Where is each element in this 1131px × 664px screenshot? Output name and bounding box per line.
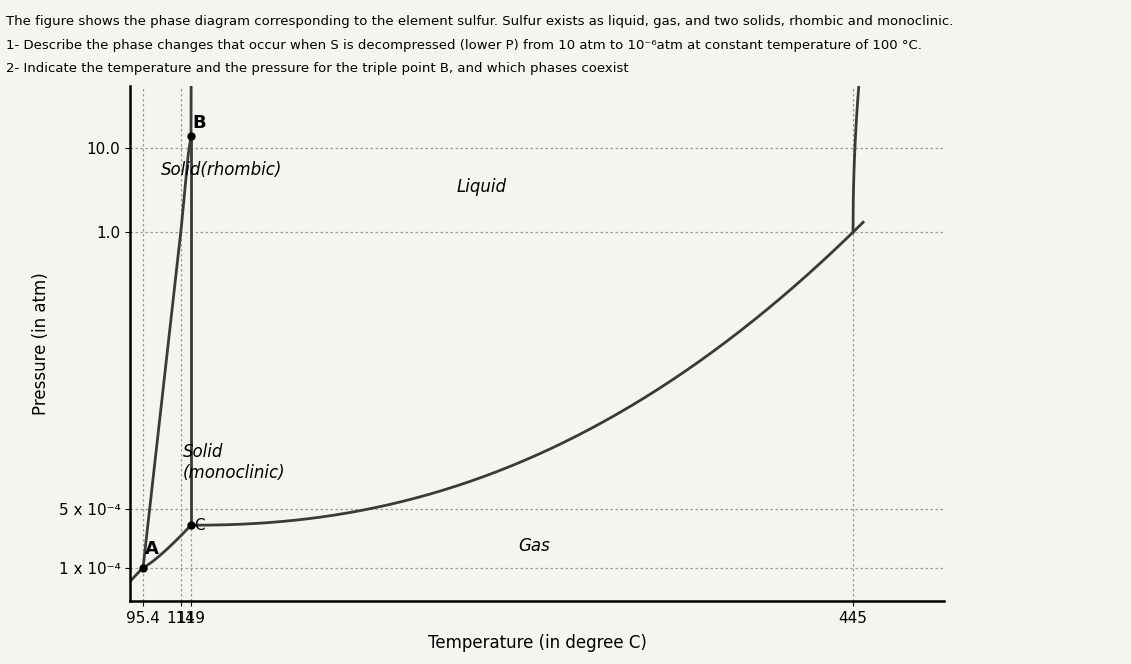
Text: 2- Indicate the temperature and the pressure for the triple point B, and which p: 2- Indicate the temperature and the pres… — [6, 62, 629, 76]
Text: Liquid: Liquid — [457, 177, 507, 196]
Text: B: B — [192, 114, 206, 132]
Text: A: A — [145, 540, 159, 558]
X-axis label: Temperature (in degree C): Temperature (in degree C) — [428, 634, 647, 652]
Text: Gas: Gas — [518, 537, 550, 555]
Text: Solid(rhombic): Solid(rhombic) — [161, 161, 282, 179]
Text: The figure shows the phase diagram corresponding to the element sulfur. Sulfur e: The figure shows the phase diagram corre… — [6, 15, 953, 28]
Text: 1- Describe the phase changes that occur when S is decompressed (lower P) from 1: 1- Describe the phase changes that occur… — [6, 39, 922, 52]
Y-axis label: Pressure (in atm): Pressure (in atm) — [33, 272, 50, 415]
Text: C: C — [193, 518, 205, 533]
Text: Solid
(monoclinic): Solid (monoclinic) — [182, 443, 285, 481]
